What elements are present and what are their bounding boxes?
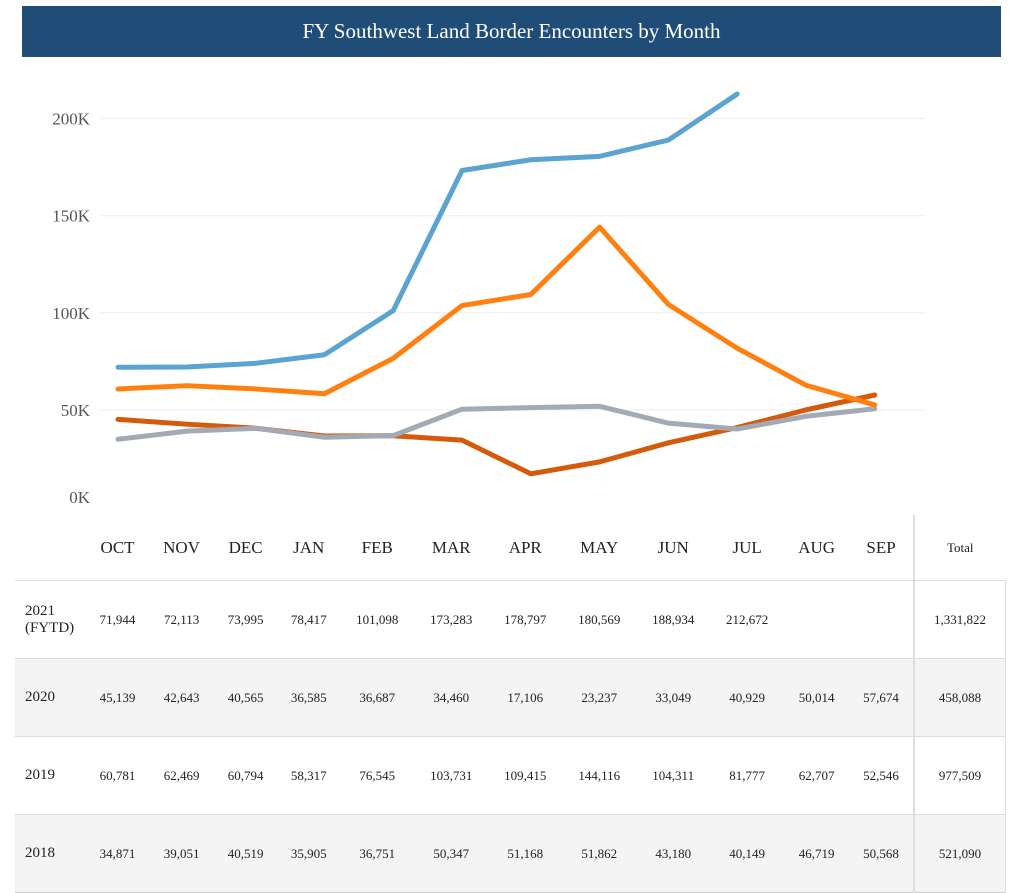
row-total: 521,090 — [914, 815, 1006, 893]
table-cell: 40,929 — [710, 659, 784, 737]
header-month: JUN — [636, 515, 710, 581]
header-month: APR — [488, 515, 562, 581]
header-month: NOV — [149, 515, 214, 581]
y-tick-label: 50K — [61, 401, 91, 420]
table-cell — [849, 581, 914, 659]
table-cell: 50,347 — [414, 815, 488, 893]
table-cell: 50,014 — [784, 659, 849, 737]
series-line-2018 — [118, 406, 875, 439]
table-cell: 51,862 — [562, 815, 636, 893]
table-cell: 180,569 — [562, 581, 636, 659]
row-total: 977,509 — [914, 737, 1006, 815]
table-cell: 36,751 — [340, 815, 414, 893]
row-year: 2021 (FYTD) — [15, 581, 86, 659]
row-year: 2019 — [15, 737, 86, 815]
y-tick-label: 150K — [52, 207, 91, 226]
table-cell: 45,139 — [86, 659, 149, 737]
table-cell: 76,545 — [340, 737, 414, 815]
table-cell: 144,116 — [562, 737, 636, 815]
table-cell: 50,568 — [849, 815, 914, 893]
table-cell: 36,687 — [340, 659, 414, 737]
header-month: FEB — [340, 515, 414, 581]
table-cell: 34,871 — [86, 815, 149, 893]
table-cell: 109,415 — [488, 737, 562, 815]
table-cell: 72,113 — [149, 581, 214, 659]
table-cell: 40,149 — [710, 815, 784, 893]
header-total: Total — [914, 515, 1006, 581]
header-year — [15, 515, 86, 581]
table-cell — [784, 581, 849, 659]
table-cell: 188,934 — [636, 581, 710, 659]
table-cell: 178,797 — [488, 581, 562, 659]
table-cell: 23,237 — [562, 659, 636, 737]
table-cell: 60,794 — [214, 737, 277, 815]
header-month: OCT — [86, 515, 149, 581]
table-cell: 34,460 — [414, 659, 488, 737]
table-cell: 36,585 — [277, 659, 340, 737]
table-cell: 42,643 — [149, 659, 214, 737]
table-cell: 57,674 — [849, 659, 914, 737]
header-month: SEP — [849, 515, 914, 581]
table-cell: 52,546 — [849, 737, 914, 815]
table-cell: 62,707 — [784, 737, 849, 815]
table-cell: 103,731 — [414, 737, 488, 815]
series-line-2019 — [118, 227, 875, 405]
header-month: DEC — [214, 515, 277, 581]
row-year: 2018 — [15, 815, 86, 893]
table-cell: 33,049 — [636, 659, 710, 737]
y-tick-label: 200K — [52, 110, 91, 129]
table-cell: 101,098 — [340, 581, 414, 659]
header-month: JUL — [710, 515, 784, 581]
line-chart: 0K 50K 100K 150K 200K — [0, 0, 1024, 515]
table-cell: 60,781 — [86, 737, 149, 815]
table-cell: 73,995 — [214, 581, 277, 659]
table-cell: 81,777 — [710, 737, 784, 815]
y-tick-label: 100K — [52, 304, 91, 323]
header-month: AUG — [784, 515, 849, 581]
row-total: 458,088 — [914, 659, 1006, 737]
table-cell: 40,565 — [214, 659, 277, 737]
table-cell: 46,719 — [784, 815, 849, 893]
table-cell: 17,106 — [488, 659, 562, 737]
header-month: JAN — [277, 515, 340, 581]
row-total: 1,331,822 — [914, 581, 1006, 659]
header-month: MAR — [414, 515, 488, 581]
table-cell: 39,051 — [149, 815, 214, 893]
table-cell: 212,672 — [710, 581, 784, 659]
series-line-2021 — [118, 94, 737, 367]
row-year: 2020 — [15, 659, 86, 737]
table-cell: 58,317 — [277, 737, 340, 815]
header-month: MAY — [562, 515, 636, 581]
table-cell: 104,311 — [636, 737, 710, 815]
table-cell: 43,180 — [636, 815, 710, 893]
table-cell: 78,417 — [277, 581, 340, 659]
table-cell: 62,469 — [149, 737, 214, 815]
table-cell: 71,944 — [86, 581, 149, 659]
table-cell: 40,519 — [214, 815, 277, 893]
y-tick-label: 0K — [69, 488, 91, 507]
table-cell: 51,168 — [488, 815, 562, 893]
table-cell: 173,283 — [414, 581, 488, 659]
table-cell: 35,905 — [277, 815, 340, 893]
